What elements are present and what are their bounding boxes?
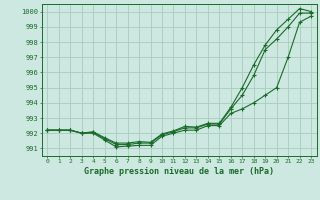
X-axis label: Graphe pression niveau de la mer (hPa): Graphe pression niveau de la mer (hPa) bbox=[84, 167, 274, 176]
